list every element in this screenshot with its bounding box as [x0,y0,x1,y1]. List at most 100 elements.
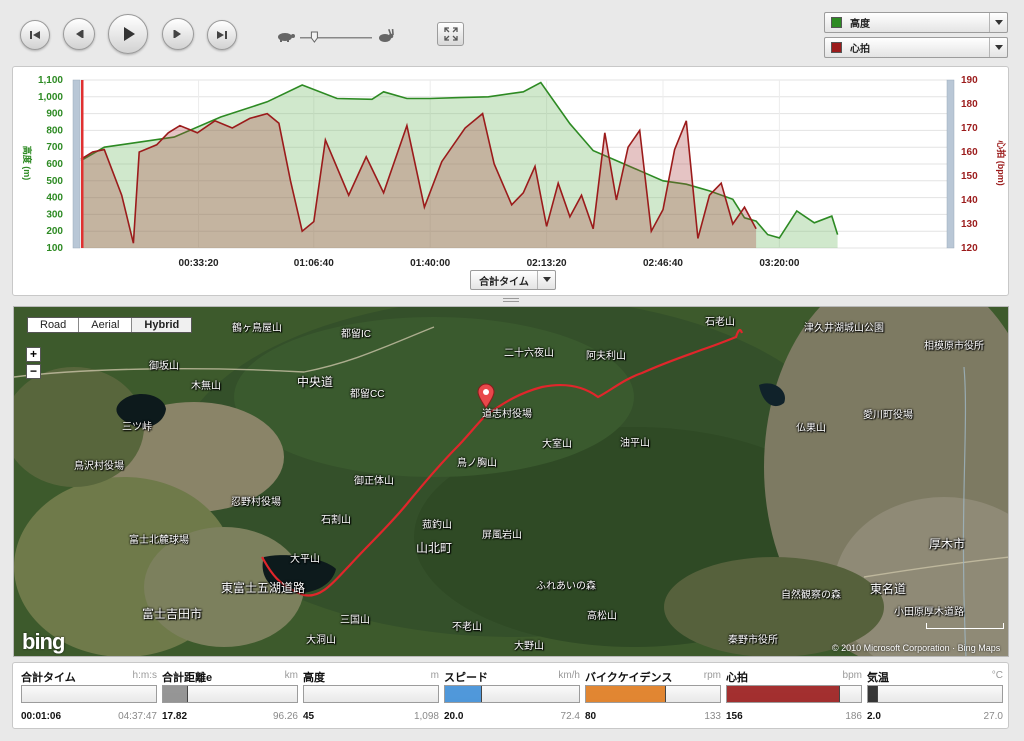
panel-splitter[interactable] [503,298,519,303]
skip-to-end-button[interactable] [207,20,237,50]
map-place-label: 阿夫利山 [586,351,626,362]
stat-unit: m [430,670,439,681]
skip-to-end-icon [217,31,227,39]
stat-current-value: 45 [303,711,315,722]
stat-max-value: 72.4 [560,711,580,722]
left-tick-label: 600 [46,159,63,170]
step-forward-button[interactable] [162,18,194,50]
stat-bar [726,685,862,703]
stat-unit: °C [991,670,1003,681]
map-place-label: 愛川町役場 [863,410,913,421]
stat-current-value: 17.82 [162,711,188,722]
step-back-button[interactable] [63,18,95,50]
chevron-down-icon [989,13,1007,32]
left-tick-label: 900 [46,109,63,120]
skip-to-start-icon [30,31,40,39]
left-tick-label: 800 [46,125,63,136]
map-place-label: 富士北麓球場 [129,535,189,546]
route-track [261,328,744,597]
zoom-out-button[interactable]: − [26,364,41,379]
series-select-elevation[interactable]: 高度 [824,12,1008,33]
stats-panel: 合計タイム h:m:s 00:01:06 04:37:47 合計距離e km 17.82 96… [12,662,1009,729]
stat-bar-fill [163,686,188,702]
map-place-label: 東名道 [870,582,907,596]
stat-bar [162,685,298,703]
playback-cursor[interactable] [81,80,84,248]
stat-current-value: 2.0 [867,711,881,722]
x-tick-label: 02:13:20 [527,258,567,269]
stat-max-value: 1,098 [413,711,439,722]
elevation-series-line [80,81,839,239]
stat-max-value: 04:37:47 [118,711,157,722]
map-place-label: 自然観察の森 [781,590,841,601]
speed-thumb[interactable] [310,31,318,43]
map-type-hybrid[interactable]: Hybrid [132,318,192,332]
left-tick-label: 400 [46,193,63,204]
map-place-label: 高松山 [587,611,617,622]
left-tick-label: 200 [46,226,63,237]
map-place-label: ふれあいの森 [536,581,596,592]
map-place-label: 大室山 [542,439,572,450]
stat-speed: スピード km/h 20.0 72.4 [444,663,580,730]
map-place-label: 富士吉田市 [142,607,203,621]
left-tick-label: 300 [46,209,63,220]
stat-max-value: 96.26 [272,711,298,722]
play-button[interactable] [108,14,148,54]
map-copyright: © 2010 Microsoft Corporation · Bing Maps [832,643,1001,653]
right-tick-label: 160 [961,147,978,158]
x-axis-mode-label: 合計タイム [479,276,529,288]
rabbit-icon [379,28,394,42]
stat-unit: rpm [703,670,721,681]
map-place-label: 二十六夜山 [504,348,554,359]
map-view[interactable]: 鶴ヶ鳥屋山 都留IC 石老山 津久井湖城山公園 相模原市役所 二十六夜山 阿夫利山 御坂山 中央… [13,306,1009,657]
play-icon [124,27,135,41]
left-scroll-handle[interactable] [72,79,81,249]
map-place-label: 鶴ヶ鳥屋山 [232,323,282,334]
heart-rate-swatch [831,42,842,53]
right-scroll-handle[interactable] [946,79,955,249]
left-tick-label: 1,100 [38,75,63,86]
turtle-icon [278,33,295,42]
series-select-label: 心拍 [850,44,870,55]
x-tick-label: 03:20:00 [759,258,799,269]
series-select-label: 高度 [850,19,870,30]
map-place-label: 大野山 [514,641,544,652]
x-tick-label: 01:40:00 [410,258,450,269]
current-position-marker[interactable] [477,383,495,409]
stat-unit: km/h [558,670,580,681]
stat-bar [444,685,580,703]
bing-logo: bing [22,629,65,654]
stat-bar-fill [727,686,840,702]
stat-max-value: 27.0 [983,711,1003,722]
stat-total-time: 合計タイム h:m:s 00:01:06 04:37:47 [21,663,157,730]
x-axis-mode-select[interactable]: 合計タイム [470,270,556,290]
fullscreen-button[interactable] [437,22,464,46]
stat-cadence: バイクケイデンス rpm 80 133 [585,663,721,730]
left-tick-label: 500 [46,176,63,187]
elevation-swatch [831,17,842,28]
stat-unit: h:m:s [132,670,157,681]
stat-unit: km [284,670,298,681]
x-tick-label: 01:06:40 [294,258,334,269]
series-select-heart-rate[interactable]: 心拍 [824,37,1008,58]
right-tick-label: 180 [961,99,978,110]
left-tick-label: 700 [46,142,63,153]
map-place-label: 相模原市役所 [924,341,984,352]
right-axis-title: 心拍 (bpm) [996,140,1007,186]
stat-max-value: 133 [704,711,721,722]
map-type-aerial[interactable]: Aerial [79,318,133,332]
skip-to-start-button[interactable] [20,20,50,50]
stat-bar [585,685,721,703]
map-type-road[interactable]: Road [28,318,80,332]
step-forward-icon [173,30,181,38]
map-place-label: 御坂山 [149,361,179,372]
zoom-in-button[interactable]: + [26,347,41,362]
map-place-label: 東富士五湖道路 [221,581,306,595]
elevation-heart-rate-chart[interactable]: 1,100 1,000 900 800 700 600 500 400 300 200 100 19… [13,67,1010,297]
map-place-label: 三国山 [340,615,370,626]
stat-bar [21,685,157,703]
x-tick-label: 00:33:20 [179,258,219,269]
map-pin-icon [477,383,495,409]
speed-slider[interactable] [276,26,398,48]
stat-name: 高度 [303,672,325,684]
